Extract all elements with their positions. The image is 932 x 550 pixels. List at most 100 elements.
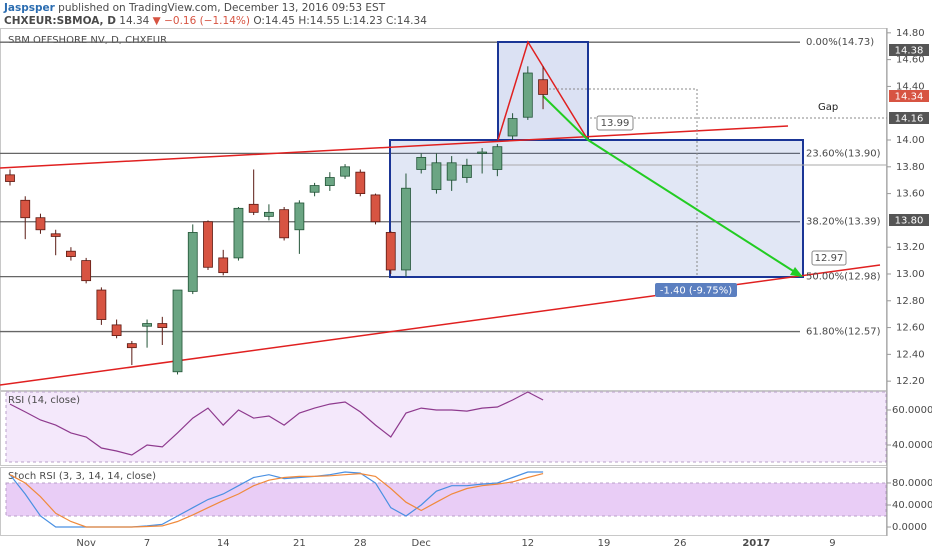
candle-body — [111, 324, 122, 337]
candle-body — [187, 232, 198, 292]
y-tick-label: 0.0000 — [892, 522, 927, 533]
symbol-line: CHXEUR:SBMOA, D 14.34 ▼ −0.16 (−1.14%) O… — [4, 15, 427, 27]
x-tick-label: 12 — [521, 538, 534, 549]
arrow: ▼ — [153, 15, 162, 27]
x-tick-label: 19 — [598, 538, 611, 549]
change: −0.16 (−1.14%) — [164, 15, 250, 27]
y-tick-label: 40.0000 — [892, 440, 932, 451]
y-tick-label: 13.80 — [896, 162, 925, 173]
candle-body — [431, 162, 442, 190]
rsi-band — [5, 391, 887, 463]
price-tag — [889, 90, 929, 102]
y-tick-label: 12.80 — [896, 296, 925, 307]
candle-body — [340, 166, 350, 177]
main-panel — [0, 28, 887, 391]
candle-body — [218, 257, 229, 274]
x-tick-label: 21 — [293, 538, 306, 549]
ohlc: O:14.45 H:14.55 L:14.23 C:14.34 — [253, 15, 427, 27]
range-box — [389, 139, 804, 278]
y-tick-label: 14.60 — [896, 55, 925, 66]
price-tag — [889, 214, 929, 226]
fib-label: 38.20%(13.39) — [806, 217, 881, 228]
price-tag-text: 13.80 — [895, 216, 924, 227]
callout — [811, 250, 847, 266]
candle-body — [264, 211, 274, 217]
stoch-band — [5, 482, 887, 517]
price-tag — [889, 44, 929, 56]
x-tick-label: 26 — [674, 538, 687, 549]
indicator-line — [9, 391, 544, 456]
fib-label: 61.80%(12.57) — [806, 327, 881, 338]
candle-body — [50, 233, 61, 237]
candle-body — [233, 207, 244, 259]
candle-body — [401, 187, 411, 271]
candle-body — [248, 203, 259, 213]
candle-body — [507, 118, 518, 137]
price-tag-text: 14.34 — [895, 92, 924, 103]
x-tick-label: 28 — [354, 538, 367, 549]
price-tag — [889, 112, 929, 124]
fib-label: 23.60%(13.90) — [806, 148, 881, 159]
callout-text: 12.97 — [815, 253, 844, 264]
x-tick-label: 9 — [829, 538, 835, 549]
measure-box — [655, 283, 737, 297]
fib-label: 50.00%(12.98) — [806, 272, 881, 283]
indicator-title: Stoch RSI (3, 3, 14, 14, close) — [8, 471, 156, 482]
candle-body — [416, 157, 427, 170]
callout-text: 13.99 — [601, 118, 630, 129]
gap-label: Gap — [818, 102, 838, 113]
candle-body — [172, 289, 183, 373]
chart-title: SBM OFFSHORE NV, D, CHXEUR — [8, 35, 167, 46]
candle-body — [157, 323, 168, 328]
price-tag-text: 14.16 — [895, 114, 924, 125]
symbol: CHXEUR:SBMOA, D — [4, 15, 116, 27]
candle-body — [279, 209, 290, 239]
candle-body — [126, 343, 137, 349]
candle-body — [522, 72, 533, 118]
measure-text: -1.40 (-9.75%) — [660, 286, 732, 297]
candle-body — [492, 146, 503, 170]
arrow-head — [790, 267, 803, 277]
y-tick-label: 14.40 — [896, 81, 925, 92]
price-tag-text: 14.38 — [895, 46, 924, 57]
candle-body — [66, 250, 76, 257]
candle-body — [5, 174, 15, 182]
candle-body — [309, 185, 320, 193]
y-tick-label: 12.40 — [896, 349, 925, 360]
fib-label: 0.00%(14.73) — [806, 37, 874, 48]
callout — [596, 115, 634, 131]
y-tick-label: 13.60 — [896, 189, 925, 200]
x-tick-label: Dec — [412, 538, 431, 549]
y-tick-label: 14.00 — [896, 135, 925, 146]
arrow-line — [542, 95, 589, 141]
published: published on TradingView.com, December 1… — [58, 2, 386, 14]
y-tick-label: 40.0000 — [892, 500, 932, 511]
y-tick-label: 13.00 — [896, 269, 925, 280]
pattern-line — [497, 40, 589, 141]
candle-body — [142, 323, 152, 327]
x-tick-label: 14 — [217, 538, 230, 549]
y-tick-label: 13.20 — [896, 242, 925, 253]
y-tick-label: 60.0000 — [892, 405, 932, 416]
x-tick-label: Nov — [76, 538, 96, 549]
candle-body — [81, 260, 92, 282]
indicator-line — [9, 472, 544, 528]
y-tick-label: 14.80 — [896, 28, 925, 39]
price: 14.34 — [119, 15, 149, 27]
candle-body — [446, 162, 457, 181]
candle-body — [538, 79, 548, 95]
author: Jaspsper — [3, 2, 56, 14]
candle-body — [35, 217, 46, 231]
y-tick-label: 12.20 — [896, 376, 925, 387]
y-tick-label: 12.60 — [896, 323, 925, 334]
candle-body — [370, 194, 381, 223]
candle-body — [20, 199, 31, 219]
candle-body — [477, 151, 488, 154]
trend-line — [0, 125, 789, 169]
candle-body — [96, 289, 107, 320]
y-tick-label: 80.0000 — [892, 478, 932, 489]
candle-body — [355, 171, 366, 194]
indicator-title: RSI (14, close) — [8, 395, 80, 406]
